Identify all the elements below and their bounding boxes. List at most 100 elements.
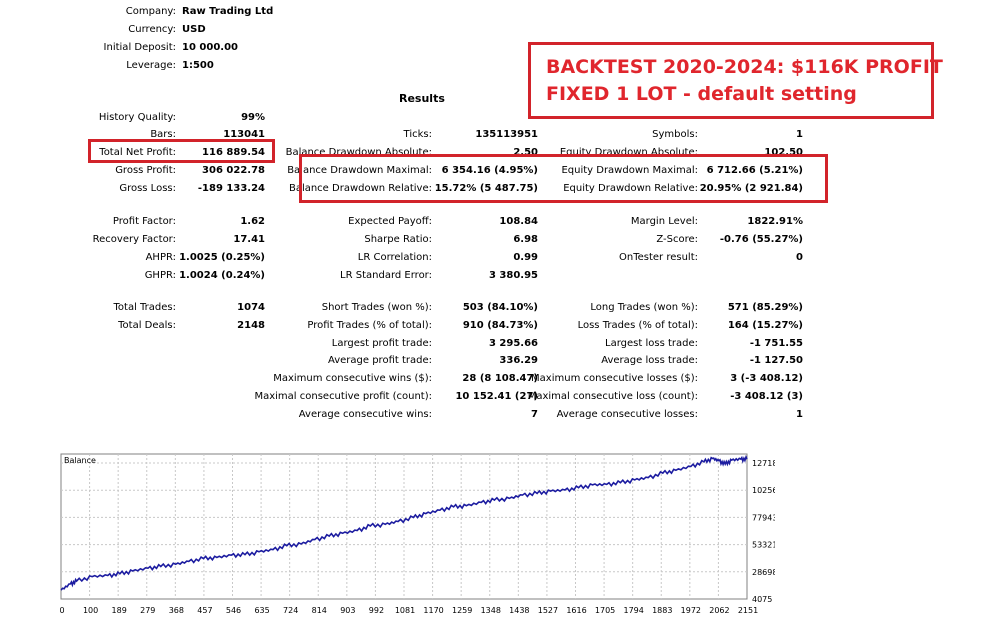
col3-label: Loss Trades (% of total):: [577, 320, 698, 331]
col1-label: Gross Profit:: [115, 165, 176, 176]
col1-value: 113041: [223, 129, 265, 140]
leverage-value: 1:500: [182, 60, 214, 71]
col2-label: Profit Trades (% of total):: [307, 320, 432, 331]
col3-label: OnTester result:: [618, 252, 698, 263]
x-tick-label: 279: [140, 606, 155, 615]
col3-value: 6 712.66 (5.21%): [706, 165, 803, 176]
col2-value: 3 380.95: [488, 270, 538, 281]
x-tick-label: 814: [312, 606, 327, 615]
col1-label: Profit Factor:: [112, 216, 176, 227]
x-tick-label: 903: [340, 606, 355, 615]
x-tick-label: 189: [112, 606, 127, 615]
col2-value: 503 (84.10%): [462, 302, 538, 313]
x-tick-label: 724: [283, 606, 298, 615]
company-value: Raw Trading Ltd: [182, 6, 274, 17]
chart-title: Balance: [64, 456, 96, 465]
x-tick-label: 1081: [395, 606, 415, 615]
annotation-banner: BACKTEST 2020-2024: $116K PROFIT FIXED 1…: [528, 42, 943, 119]
col2-label: Largest profit trade:: [331, 338, 432, 349]
drawdown-highlight: [299, 154, 828, 203]
col2-label: Average profit trade:: [327, 355, 432, 366]
col3-label: Long Trades (won %):: [590, 302, 698, 313]
col1-label: Bars:: [150, 129, 176, 140]
col3-label: Equity Drawdown Maximal:: [561, 165, 698, 176]
y-tick-label: 4075: [752, 595, 772, 604]
col3-value: -0.76 (55.27%): [719, 234, 803, 245]
x-tick-label: 1794: [623, 606, 643, 615]
col3-label: Maximum consecutive losses ($):: [531, 373, 698, 384]
col2-value: 28 (8 108.47): [462, 373, 538, 384]
col1-value: -189 133.24: [197, 183, 265, 194]
col2-value: 0.99: [513, 252, 538, 263]
col2-value: 910 (84.73%): [462, 320, 538, 331]
col2-value: 336.29: [499, 355, 538, 366]
col2-label: Balance Drawdown Maximal:: [287, 165, 432, 176]
col3-value: -1 751.55: [749, 338, 803, 349]
col2-label: Sharpe Ratio:: [364, 234, 432, 245]
banner-line-1: BACKTEST 2020-2024: $116K PROFIT: [546, 56, 943, 78]
col1-label: Total Deals:: [118, 320, 176, 331]
col2-value: 7: [531, 409, 538, 420]
x-tick-label: 1438: [509, 606, 529, 615]
x-tick-label: 1527: [538, 606, 558, 615]
x-tick-label: 0: [59, 606, 64, 615]
col1-label: History Quality:: [98, 112, 176, 123]
col3-label: Symbols:: [652, 129, 698, 140]
balance-chart-svg: 0 100 189 279 368 457 546 635 724 814 903 992 1081 11…: [59, 453, 783, 615]
col1-value: 1.0025 (0.25%): [179, 252, 265, 263]
y-tick-label: 127189: [752, 459, 775, 468]
col3-label: Largest loss trade:: [605, 338, 698, 349]
col3-value: 164 (15.27%): [727, 320, 803, 331]
x-tick-label: 635: [254, 606, 269, 615]
col3-label: Maximal consecutive loss (count):: [527, 391, 698, 402]
col1-value: 1.62: [240, 216, 265, 227]
x-tick-label: 992: [369, 606, 384, 615]
x-tick-label: 368: [169, 606, 184, 615]
col3-value: 102.50: [764, 147, 803, 158]
net-profit-highlight: [88, 139, 275, 163]
x-tick-label: 457: [197, 606, 212, 615]
col3-label: Z-Score:: [656, 234, 698, 245]
col3-value: 571 (85.29%): [727, 302, 803, 313]
currency-label: Currency:: [128, 24, 176, 35]
col2-label: Average consecutive wins:: [298, 409, 432, 420]
results-title: Results: [399, 92, 445, 105]
col2-label: Ticks:: [403, 129, 432, 140]
col1-value: 2148: [237, 320, 265, 331]
col3-label: Average consecutive losses:: [556, 409, 698, 420]
x-tick-label: 1616: [566, 606, 586, 615]
col3-label: Equity Drawdown Relative:: [563, 183, 698, 194]
col1-value: 1.0024 (0.24%): [179, 270, 265, 281]
col3-value: 1: [796, 409, 803, 420]
balance-line: [60, 454, 748, 591]
col3-value: 0: [796, 252, 803, 263]
leverage-label: Leverage:: [126, 60, 176, 71]
col2-label: Expected Payoff:: [348, 216, 432, 227]
col1-value: 306 022.78: [202, 165, 265, 176]
col3-label: Equity Drawdown Absolute:: [559, 147, 698, 158]
col3-value: 1: [796, 129, 803, 140]
col2-value: 6.98: [513, 234, 538, 245]
col2-label: LR Standard Error:: [340, 270, 432, 281]
col2-label: Maximum consecutive wins ($):: [273, 373, 432, 384]
currency-value: USD: [182, 24, 206, 35]
col2-value: 3 295.66: [488, 338, 538, 349]
col2-label: LR Correlation:: [357, 252, 432, 263]
y-tick-label: 77943: [752, 513, 775, 522]
col2-value: 10 152.41 (27): [455, 391, 538, 402]
initial-deposit-label: Initial Deposit:: [103, 42, 176, 53]
company-label: Company:: [125, 6, 176, 17]
col2-value: 2.50: [513, 147, 538, 158]
x-tick-label: 1170: [423, 606, 443, 615]
col2-value: 6 354.16 (4.95%): [441, 165, 538, 176]
col1-label: GHPR:: [144, 270, 176, 281]
col2-label: Short Trades (won %):: [321, 302, 432, 313]
col2-label: Balance Drawdown Absolute:: [285, 147, 432, 158]
col1-value: 116 889.54: [202, 147, 265, 158]
col3-label: Margin Level:: [630, 216, 698, 227]
x-tick-label: 1348: [481, 606, 501, 615]
x-tick-label: 1972: [681, 606, 701, 615]
col1-label: Recovery Factor:: [92, 234, 176, 245]
col2-label: Maximal consecutive profit (count):: [254, 391, 432, 402]
balance-chart: 0 100 189 279 368 457 546 635 724 814 903 992 1081 11…: [55, 445, 783, 617]
